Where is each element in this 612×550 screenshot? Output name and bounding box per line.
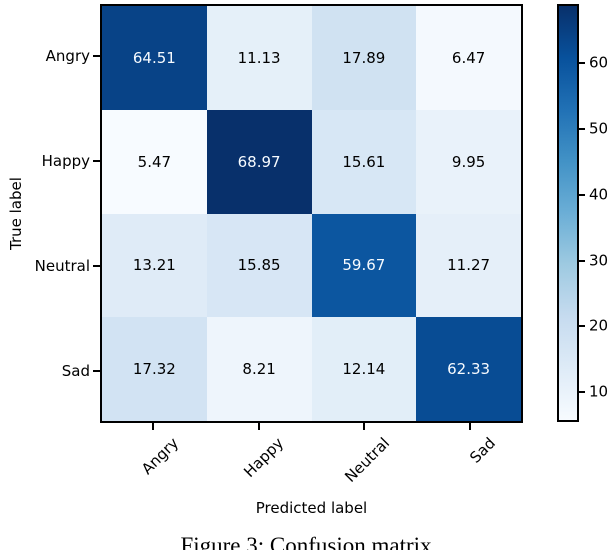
heatmap-cell-happy-angry: 5.47 — [102, 109, 207, 214]
heatmap: 64.51 11.13 17.89 6.47 5.47 68.97 15.61 9.95 13.… — [100, 4, 523, 423]
x-tick-label: Angry — [137, 434, 182, 479]
cell-value: 6.47 — [451, 48, 486, 67]
y-tick-mark — [93, 55, 100, 58]
heatmap-cell-sad-angry: 17.32 — [102, 317, 207, 421]
colorbar-tick-label: 40 — [589, 184, 609, 203]
colorbar-tick-mark — [579, 193, 585, 196]
x-tick-label: Sad — [466, 434, 499, 467]
cell-value: 17.32 — [132, 360, 176, 379]
heatmap-cell-happy-neutral: 15.61 — [311, 109, 417, 214]
y-tick-label: Angry — [45, 47, 90, 66]
y-tick-mark — [93, 369, 100, 372]
y-tick-mark — [93, 264, 100, 267]
heatmap-cell-neutral-happy: 15.85 — [206, 213, 312, 318]
heatmap-cell-neutral-neutral: 59.67 — [311, 213, 417, 318]
y-tick-label: Happy — [41, 152, 90, 171]
heatmap-cell-neutral-angry: 13.21 — [102, 213, 207, 318]
colorbar-tick-label: 30 — [589, 250, 609, 269]
colorbar-tick-label: 60 — [589, 53, 609, 72]
cell-value: 11.27 — [447, 256, 491, 275]
colorbar-tick-label: 20 — [589, 316, 609, 335]
heatmap-cell-sad-happy: 8.21 — [206, 317, 312, 421]
cell-value: 15.85 — [237, 256, 281, 275]
x-tick-label: Neutral — [341, 434, 394, 486]
cell-value: 59.67 — [342, 256, 386, 275]
heatmap-cell-angry-angry: 64.51 — [102, 6, 207, 110]
colorbar-tick-label: 10 — [589, 382, 609, 401]
x-tick-mark — [469, 423, 472, 430]
y-tick-mark — [93, 160, 100, 163]
cell-value: 62.33 — [447, 360, 491, 379]
heatmap-cell-angry-neutral: 17.89 — [311, 6, 417, 110]
x-tick-mark — [151, 423, 154, 430]
colorbar-tick-label: 50 — [589, 119, 609, 138]
colorbar-tick-mark — [579, 391, 585, 394]
colorbar-tick-mark — [579, 127, 585, 130]
heatmap-cell-sad-sad: 62.33 — [416, 317, 521, 421]
heatmap-cell-happy-happy: 68.97 — [206, 109, 312, 214]
x-axis-title: Predicted label — [255, 499, 368, 517]
y-tick-label: Neutral — [34, 256, 90, 275]
heatmap-cell-angry-sad: 6.47 — [416, 6, 521, 110]
cell-value: 9.95 — [451, 152, 486, 171]
heatmap-cell-sad-neutral: 12.14 — [311, 317, 417, 421]
heatmap-cell-neutral-sad: 11.27 — [416, 213, 521, 318]
x-tick-mark — [257, 423, 260, 430]
cell-value: 68.97 — [237, 152, 281, 171]
heatmap-cell-angry-happy: 11.13 — [206, 6, 312, 110]
cell-value: 12.14 — [342, 360, 386, 379]
cell-value: 11.13 — [237, 48, 281, 67]
cell-value: 17.89 — [342, 48, 386, 67]
cell-value: 64.51 — [132, 48, 176, 67]
figure-caption: Figure 3: Confusion matrix — [180, 533, 432, 550]
cell-value: 15.61 — [342, 152, 386, 171]
x-tick-mark — [363, 423, 366, 430]
y-tick-label: Sad — [61, 361, 90, 380]
cell-value: 5.47 — [137, 152, 172, 171]
cell-value: 13.21 — [132, 256, 176, 275]
x-tick-label: Happy — [240, 434, 288, 481]
heatmap-cell-happy-sad: 9.95 — [416, 109, 521, 214]
colorbar-tick-mark — [579, 325, 585, 328]
cell-value: 8.21 — [242, 360, 276, 379]
colorbar-tick-mark — [579, 62, 585, 65]
colorbar-tick-mark — [579, 259, 585, 262]
y-axis-title: True label — [7, 177, 25, 250]
colorbar — [557, 4, 579, 422]
